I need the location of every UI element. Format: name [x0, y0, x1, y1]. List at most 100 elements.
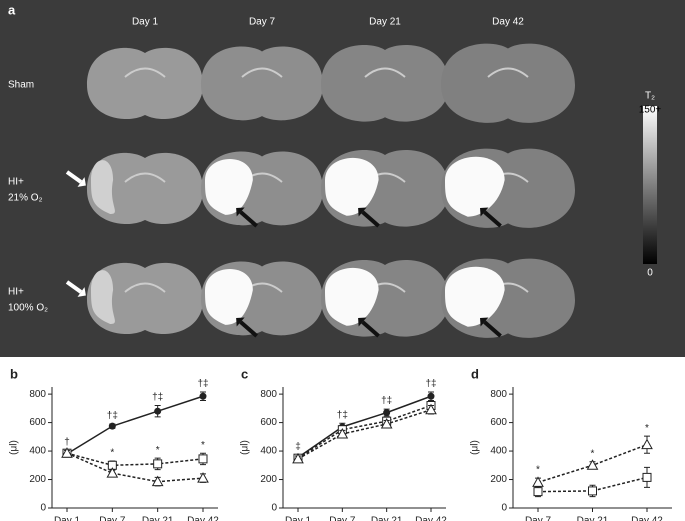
- y-tick-label: 800: [29, 389, 46, 400]
- arrow: [239, 320, 258, 338]
- row-label: Sham: [8, 80, 34, 91]
- row-label: 100% O₂: [8, 303, 48, 314]
- y-tick-label: 400: [490, 446, 507, 457]
- arrow: [361, 320, 380, 338]
- y-tick-label: 800: [490, 389, 507, 400]
- mri-images: [65, 43, 575, 338]
- y-tick-label: 800: [260, 389, 277, 400]
- y-axis-label: (μl): [9, 440, 20, 455]
- annotation: *: [156, 445, 160, 456]
- annotation: †‡: [152, 392, 163, 403]
- lesion: [445, 266, 505, 327]
- x-tick-label: Day 42: [631, 516, 663, 521]
- arrow: [483, 210, 502, 228]
- x-tick-label: Day 1: [54, 516, 81, 521]
- x-tick-label: Day 21: [371, 516, 403, 521]
- marker: [199, 392, 207, 400]
- row-label: HI+: [8, 287, 24, 298]
- y-tick-label: 600: [29, 417, 46, 428]
- series-line: [66, 395, 204, 455]
- panel-label: c: [241, 366, 248, 381]
- marker: [61, 447, 73, 458]
- marker: [197, 472, 209, 483]
- arrow: [239, 210, 258, 228]
- marker: [153, 459, 163, 469]
- x-tick-label: Day 7: [525, 516, 552, 521]
- y-tick-label: 200: [260, 474, 277, 485]
- brain-image: [87, 47, 203, 120]
- marker: [106, 467, 119, 478]
- arrow: [361, 210, 380, 228]
- x-tick-label: Day 7: [329, 516, 356, 521]
- brain-image: [201, 46, 323, 121]
- y-tick-label: 400: [29, 446, 46, 457]
- y-tick-label: 200: [29, 474, 46, 485]
- lesion: [325, 267, 379, 326]
- series-line: [297, 409, 432, 460]
- marker: [383, 409, 391, 417]
- brain-image: [87, 262, 203, 335]
- y-tick-label: 400: [260, 446, 277, 457]
- y-tick-label: 200: [490, 474, 507, 485]
- x-tick-label: Day 21: [142, 516, 174, 521]
- annotation: *: [201, 440, 205, 451]
- arrow: [483, 320, 502, 338]
- brain-image: [321, 45, 449, 122]
- y-tick-label: 0: [501, 503, 507, 514]
- colorbar-max: 150+: [639, 105, 662, 116]
- annotation: †‡: [381, 396, 392, 407]
- annotation: *: [645, 423, 649, 434]
- series-line: [297, 404, 432, 459]
- ventricle: [124, 67, 166, 78]
- marker: [586, 459, 599, 470]
- lesion: [205, 268, 253, 325]
- brain-image: [441, 43, 575, 123]
- series-line: [297, 395, 432, 459]
- column-label: Day 1: [132, 17, 159, 28]
- marker: [588, 486, 597, 496]
- annotation: †‡: [107, 411, 118, 422]
- panel-label: d: [471, 366, 479, 381]
- column-label: Day 21: [369, 17, 401, 28]
- colorbar: [643, 106, 657, 264]
- arrow-head: [480, 207, 489, 217]
- ventricle: [241, 67, 283, 78]
- brain-image: [87, 152, 203, 225]
- annotation: *: [591, 448, 595, 459]
- column-label: Day 7: [249, 17, 276, 28]
- y-tick-label: 600: [490, 417, 507, 428]
- annotation: ‡: [295, 441, 301, 452]
- x-tick-label: Day 42: [415, 516, 447, 521]
- y-axis-label: (μl): [470, 440, 481, 455]
- series-line: [537, 476, 648, 493]
- annotation: †: [64, 437, 70, 448]
- arrow-head: [236, 207, 245, 217]
- colorbar-title: T₂: [645, 91, 655, 102]
- panel-label: a: [8, 2, 16, 17]
- arrow-head: [480, 317, 489, 327]
- y-tick-label: 600: [260, 417, 277, 428]
- marker: [642, 472, 652, 482]
- y-tick-label: 0: [271, 503, 277, 514]
- marker: [641, 438, 653, 450]
- marker: [108, 422, 116, 430]
- marker: [336, 427, 349, 439]
- marker: [151, 475, 164, 487]
- lesion: [445, 156, 505, 217]
- x-tick-label: Day 42: [187, 516, 219, 521]
- marker: [425, 403, 437, 415]
- marker: [292, 452, 304, 464]
- panel-label: b: [10, 366, 18, 381]
- series-line: [66, 452, 204, 483]
- lesion: [91, 160, 116, 214]
- ventricle: [487, 67, 529, 78]
- arrow: [65, 170, 83, 184]
- lesion: [91, 270, 116, 324]
- marker: [154, 407, 162, 415]
- column-label: Day 42: [492, 17, 524, 28]
- ventricle: [364, 67, 406, 78]
- series-line: [66, 452, 204, 467]
- annotation: *: [536, 465, 540, 476]
- marker: [533, 487, 543, 497]
